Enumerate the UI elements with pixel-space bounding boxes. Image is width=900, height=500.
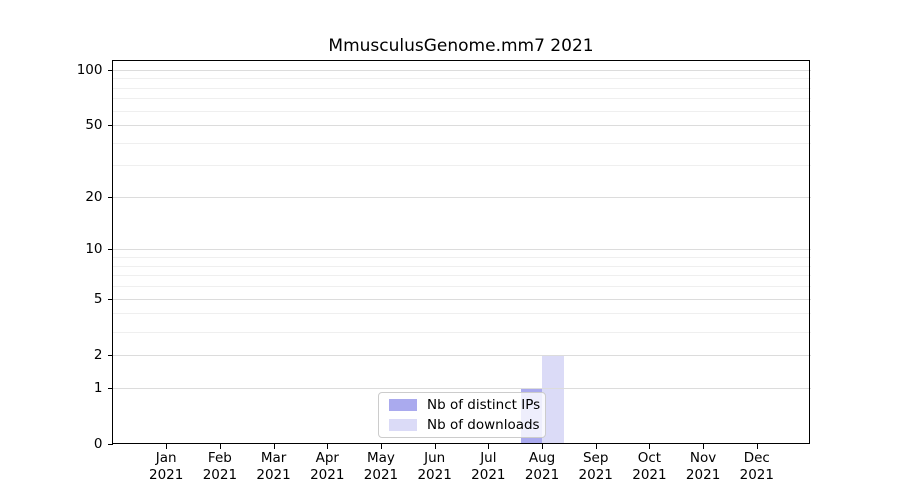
y-tick-label: 100	[76, 61, 103, 78]
x-tick-year: 2021	[632, 467, 667, 483]
x-tick-month: Feb	[207, 450, 232, 466]
x-axis-tick	[380, 444, 382, 449]
legend-item-downloads: Nb of downloads	[387, 417, 540, 433]
y-axis-tick	[107, 69, 113, 71]
y-axis-tick	[107, 387, 113, 389]
x-tick-month: Jan	[155, 450, 177, 466]
x-axis-tick	[542, 444, 544, 449]
plot-frame	[112, 60, 810, 444]
x-tick-label: Jun 2021	[395, 450, 475, 484]
x-tick-year: 2021	[739, 467, 774, 483]
x-tick-label: Aug 2021	[502, 450, 582, 484]
legend-label-downloads: Nb of downloads	[427, 417, 540, 433]
x-tick-label: Apr 2021	[287, 450, 367, 484]
gridline-major	[112, 125, 811, 127]
gridline-minor	[112, 98, 811, 100]
x-axis-tick	[649, 444, 651, 449]
gridline-minor	[112, 313, 811, 315]
gridline-major	[112, 387, 811, 389]
y-tick-label: 10	[85, 241, 103, 258]
x-tick-label: Sep 2021	[556, 450, 636, 484]
gridline-major	[112, 69, 811, 71]
x-tick-label: Jan 2021	[126, 450, 206, 484]
x-axis-tick	[219, 444, 221, 449]
y-tick-label: 1	[93, 379, 103, 396]
x-axis-tick	[488, 444, 490, 449]
y-tick-label: 50	[85, 117, 103, 134]
legend-label-distinct-ips: Nb of distinct IPs	[427, 397, 541, 413]
x-axis-tick	[434, 444, 436, 449]
gridline-major	[112, 249, 811, 251]
x-tick-label: May 2021	[341, 450, 421, 484]
x-tick-year: 2021	[310, 467, 345, 483]
y-axis-tick	[107, 249, 113, 251]
y-axis-tick	[107, 444, 113, 445]
legend-item-distinct-ips: Nb of distinct IPs	[387, 397, 541, 413]
x-axis-tick	[166, 444, 168, 449]
x-tick-month: Sep	[582, 450, 609, 466]
x-tick-label: Jul 2021	[448, 450, 528, 484]
x-tick-label: Dec 2021	[717, 450, 797, 484]
x-tick-year: 2021	[202, 467, 238, 483]
x-tick-year: 2021	[256, 467, 291, 483]
gridline-minor	[112, 110, 811, 112]
x-tick-label: Mar 2021	[234, 450, 314, 484]
gridline-major	[112, 354, 811, 356]
x-tick-label: Oct 2021	[609, 450, 689, 484]
x-axis-tick	[327, 444, 329, 449]
y-axis-tick	[107, 354, 113, 356]
x-tick-year: 2021	[363, 467, 399, 483]
y-axis-tick	[107, 298, 113, 300]
x-tick-year: 2021	[578, 467, 613, 483]
x-tick-year: 2021	[524, 467, 560, 483]
x-tick-label: Feb 2021	[180, 450, 260, 484]
gridline-minor	[112, 331, 811, 333]
x-tick-label: Nov 2021	[663, 450, 743, 484]
y-axis-tick	[107, 125, 113, 127]
x-tick-month: Apr	[315, 450, 339, 466]
gridline-major	[112, 197, 811, 199]
gridline-minor	[112, 265, 811, 267]
x-axis-tick	[273, 444, 275, 449]
y-axis-tick	[107, 197, 113, 199]
legend: Nb of distinct IPs Nb of downloads	[378, 392, 546, 438]
gridline-minor	[112, 142, 811, 144]
x-tick-month: Nov	[689, 450, 717, 466]
bar-downloads-aug	[542, 354, 564, 444]
gridline-minor	[112, 286, 811, 288]
x-tick-year: 2021	[417, 467, 452, 483]
x-axis-tick	[703, 444, 705, 449]
x-tick-month: Jun	[424, 450, 446, 466]
x-tick-month: Mar	[260, 450, 287, 466]
y-tick-label: 0	[93, 436, 103, 452]
x-tick-month: Oct	[637, 450, 662, 466]
chart-title: MmusculusGenome.mm7 2021	[328, 36, 594, 56]
gridline-minor	[112, 78, 811, 80]
x-axis-tick	[595, 444, 597, 449]
y-tick-label: 20	[85, 189, 103, 206]
gridline-minor	[112, 165, 811, 167]
gridline-major	[112, 298, 811, 300]
x-tick-year: 2021	[685, 467, 721, 483]
x-tick-month: May	[366, 450, 395, 466]
x-tick-year: 2021	[149, 467, 184, 483]
y-tick-label: 5	[93, 290, 103, 307]
legend-swatch-distinct-ips	[389, 399, 417, 411]
gridline-minor	[112, 257, 811, 259]
legend-swatch-downloads	[389, 419, 417, 431]
x-tick-month: Dec	[743, 450, 770, 466]
x-tick-month: Aug	[528, 450, 556, 466]
y-tick-label: 2	[93, 346, 103, 363]
x-axis-tick	[756, 444, 758, 449]
gridline-minor	[112, 275, 811, 277]
gridline-minor	[112, 87, 811, 89]
x-tick-year: 2021	[471, 467, 506, 483]
x-tick-month: Jul	[480, 450, 497, 466]
